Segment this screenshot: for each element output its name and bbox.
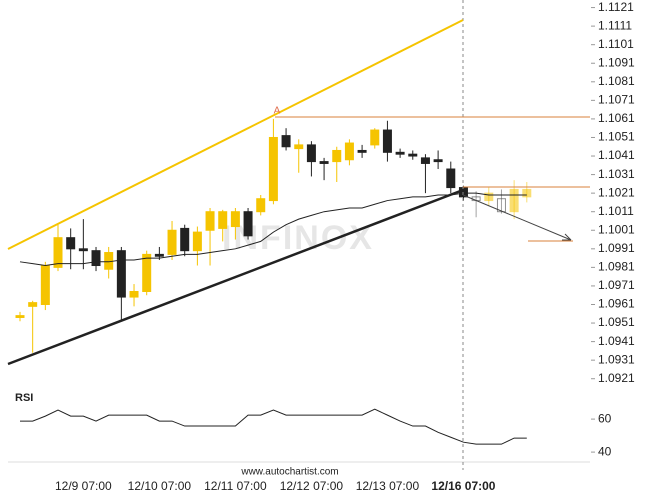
upper-trend-line <box>7 19 464 250</box>
y-tick-label: 1.1091 <box>598 55 635 69</box>
rsi-tick-label: 40 <box>598 444 612 458</box>
pattern-point-label: A <box>274 106 281 117</box>
y-tick-label: 1.1001 <box>598 222 635 236</box>
y-tick-label: 1.1111 <box>598 18 632 32</box>
y-tick-label: 1.1011 <box>598 204 634 218</box>
y-tick-label: 1.1041 <box>598 148 635 162</box>
x-tick-label: 12/9 07:00 <box>55 479 112 493</box>
rsi-tick-label: 60 <box>598 411 612 425</box>
y-tick-label: 1.1121 <box>598 0 634 14</box>
y-tick-label: 1.0971 <box>598 278 635 292</box>
arrow-head <box>562 233 572 241</box>
y-tick-label: 1.0941 <box>598 334 635 348</box>
y-tick-label: 1.1051 <box>598 130 635 144</box>
y-tick-label: 1.1081 <box>598 74 635 88</box>
y-tick-label: 1.0961 <box>598 297 635 311</box>
y-tick-label: 1.0951 <box>598 315 635 329</box>
y-tick-label: 1.1031 <box>598 167 635 181</box>
y-tick-label: 1.1021 <box>598 185 635 199</box>
x-tick-label: 12/11 07:00 <box>204 479 267 493</box>
x-tick-label: 12/16 07:00 <box>431 479 495 493</box>
y-tick-label: 1.1061 <box>598 111 635 125</box>
rsi-line <box>20 408 527 445</box>
y-tick-label: 1.0931 <box>598 352 635 366</box>
y-tick-label: 1.1101 <box>598 37 634 51</box>
y-tick-label: 1.1071 <box>598 93 635 107</box>
x-tick-label: 12/10 07:00 <box>128 479 192 493</box>
forecast-arrow <box>462 194 572 241</box>
x-tick-label: 12/12 07:00 <box>280 479 344 493</box>
y-tick-label: 1.0981 <box>598 260 635 274</box>
moving-average <box>19 192 527 267</box>
lower-trend-line <box>7 188 464 366</box>
x-tick-label: 12/13 07:00 <box>356 479 420 493</box>
rsi-title: RSI <box>15 392 33 404</box>
y-tick-label: 1.0991 <box>598 241 635 255</box>
y-tick-label: 1.0921 <box>598 371 635 385</box>
source-label: www.autochartist.com <box>240 467 338 478</box>
